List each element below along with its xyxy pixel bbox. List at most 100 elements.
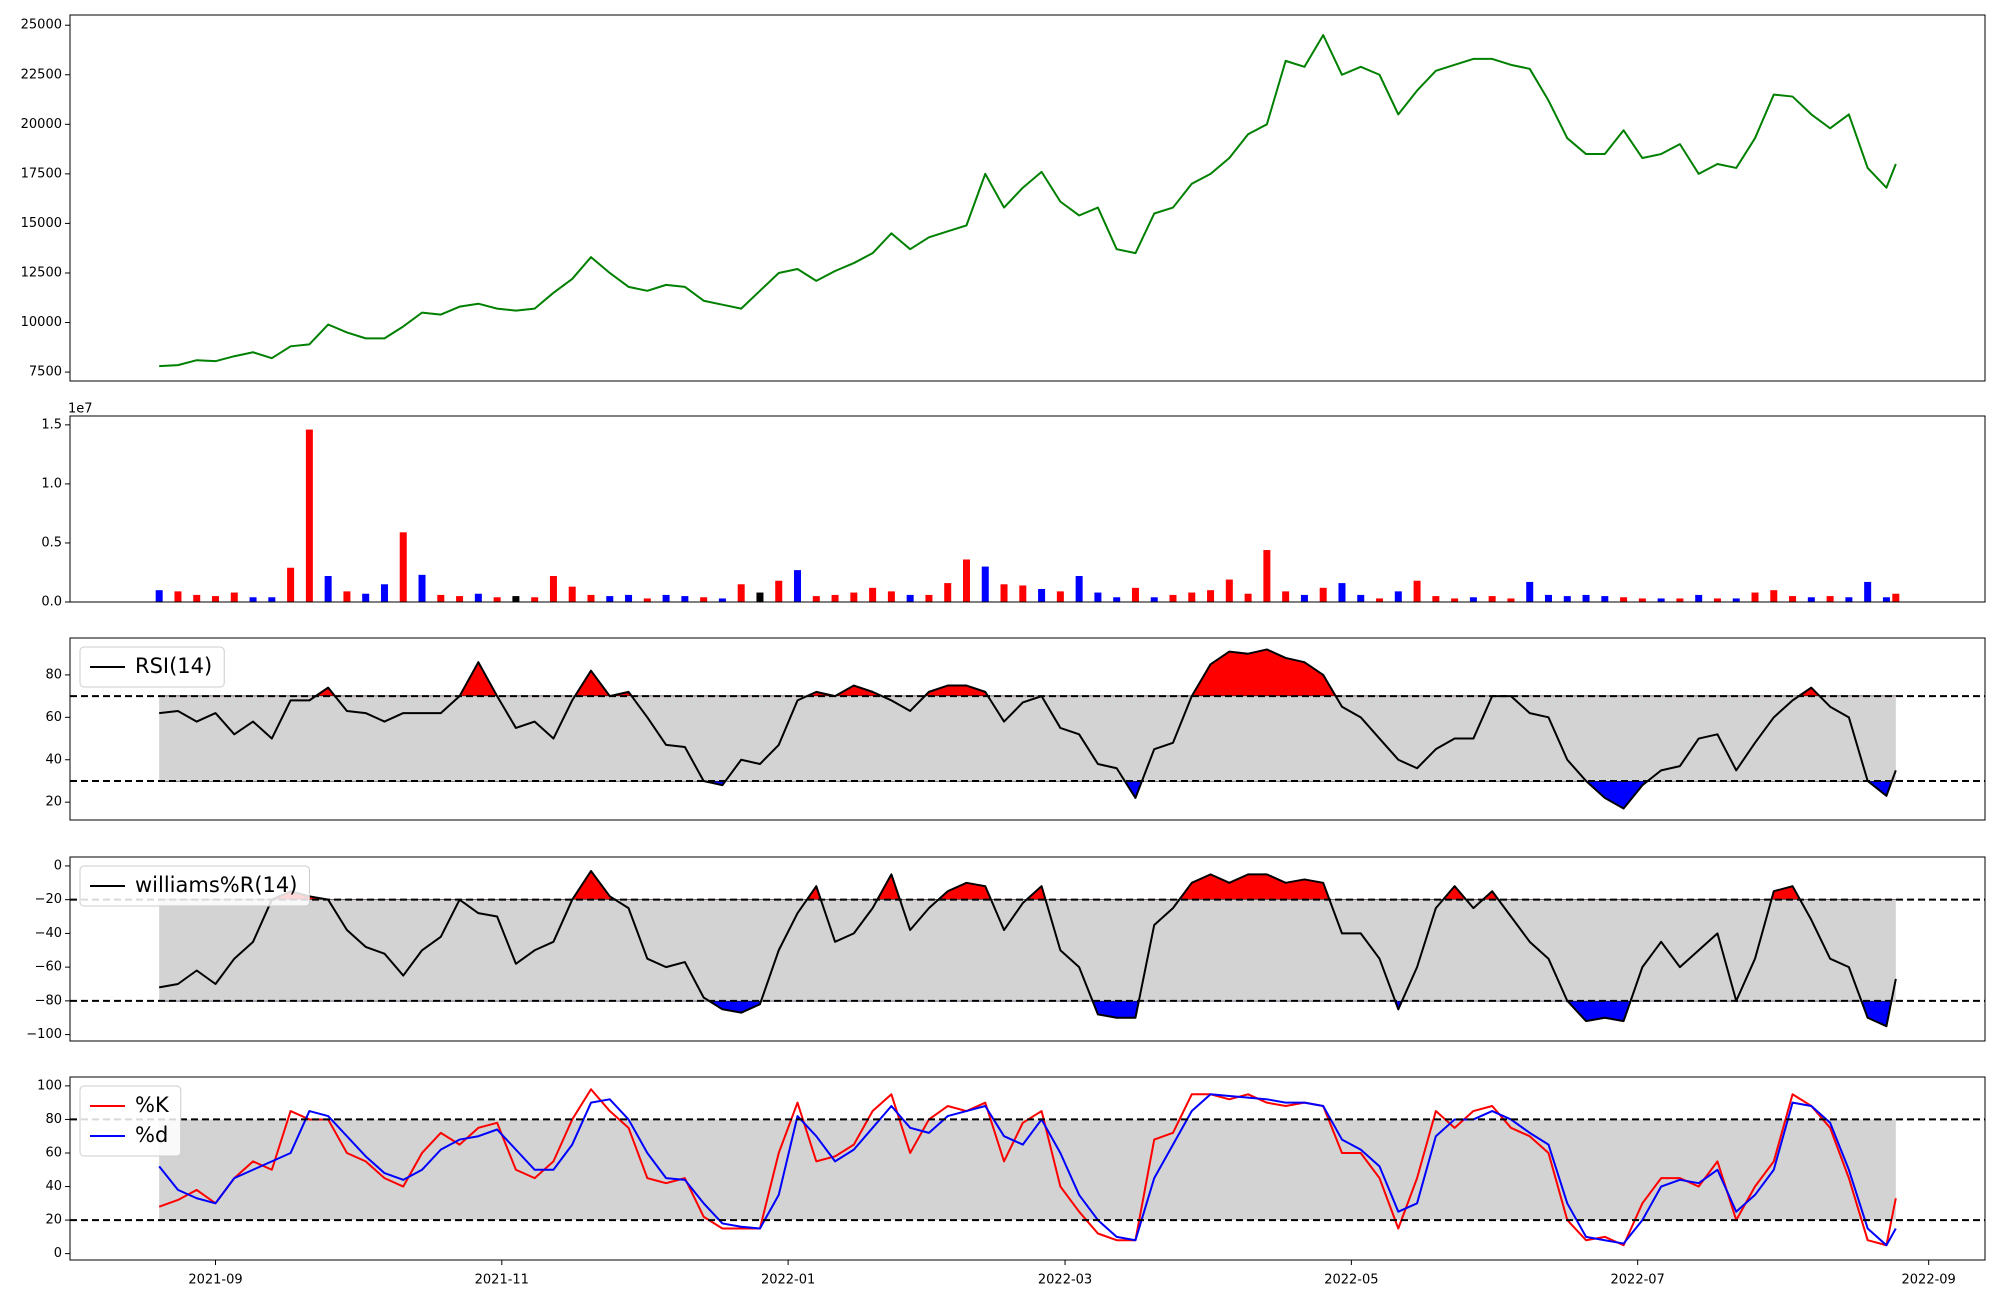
volume-bar [1892,593,1900,602]
y-tick-label: 60 [45,1145,62,1160]
volume-bar [1488,596,1496,602]
volume-bar [380,584,388,602]
axes-frame [69,1076,1986,1261]
volume-bar [1019,585,1027,602]
volume-bar [812,596,820,602]
volume-bar [1376,598,1384,602]
volume-bar [737,584,745,602]
volume-bar [1094,592,1102,602]
volume-bar [1676,598,1684,602]
volume-bar [1169,594,1177,602]
y-tick-label: 20000 [21,117,62,132]
volume-bar [1713,598,1721,602]
volume-bar [1882,597,1890,602]
volume-bar [869,587,877,602]
volume-bar [474,593,482,602]
volume-bar [775,580,783,602]
volume-bar [549,576,557,602]
volume-bar [1113,597,1121,602]
volume-bar [1789,596,1797,602]
volume-bar [1601,596,1609,602]
y-tick-label: 80 [45,667,62,682]
y-tick-label: 0.5 [41,535,62,550]
series-line [159,870,1897,1028]
plot-area [158,648,1897,810]
x-tick-label: 2021-11 [475,1273,529,1288]
volume-bar [606,596,614,602]
volume-bar [193,594,201,602]
volume-bar [568,586,576,602]
volume-bar [493,597,501,602]
y-tick-label: 22500 [21,67,62,82]
volume-bar [981,566,989,602]
volume-bar [399,532,407,602]
y-tick-label: 12500 [21,265,62,280]
y-tick-label: −40 [35,926,62,941]
volume-bar [1620,597,1628,602]
legend-label: %K [135,1093,170,1117]
volume-bar [625,594,633,602]
volume-bar [1357,594,1365,602]
volume-bar [437,594,445,602]
volume-bar [1657,598,1665,602]
volume-bar [1225,579,1233,602]
y-tick-label: 80 [45,1112,62,1127]
volume-bar [1507,598,1515,602]
y-tick-label: 1.5 [41,417,62,432]
series-line [158,1093,1897,1247]
volume-bar [1282,591,1290,602]
volume-bar [1807,597,1815,602]
y-tick-label: 20 [45,1213,62,1228]
volume-bar [1732,598,1740,602]
volume-bar [756,592,764,602]
series-line [159,34,1897,368]
volume-bar [1544,594,1552,602]
volume-bar [831,594,839,602]
x-tick-label: 2022-05 [1324,1273,1378,1288]
volume-bar [850,592,858,602]
volume-bar [700,597,708,602]
axes-frame [69,415,1986,603]
volume-bar [1394,591,1402,602]
legend-box [79,1085,182,1157]
y-tick-label: −100 [26,1027,62,1042]
y-tick-label: 0 [54,858,62,873]
y-tick-label: 40 [45,1179,62,1194]
volume-bar [887,591,895,602]
neutral-band [159,1119,1896,1221]
plot-area [159,34,1897,368]
legend-label: %d [135,1123,168,1147]
y-tick-label: −60 [35,960,62,975]
volume-bar [794,570,802,602]
volume-bar [418,574,426,602]
volume-bar [1751,592,1759,602]
y-tick-label: 25000 [21,18,62,33]
plot-area [158,870,1897,1028]
legend-box [79,646,225,688]
volume-bar [174,591,182,602]
y-tick-label: 40 [45,752,62,767]
volume-bar [1413,580,1421,602]
y-tick-label: 15000 [21,216,62,231]
volume-bar [1770,590,1778,602]
volume-bar [212,596,220,602]
volume-bar [1563,596,1571,602]
x-tick-label: 2022-07 [1611,1273,1665,1288]
x-tick-label: 2022-09 [1902,1273,1956,1288]
volume-bar [1319,587,1327,602]
volume-bar [1638,598,1646,602]
volume-bar [1075,576,1083,602]
volume-bar [662,594,670,602]
offset-label: 1e7 [68,402,93,417]
y-tick-label: 100 [37,1078,62,1093]
volume-bar [1038,589,1046,602]
x-tick-label: 2022-01 [761,1273,815,1288]
y-tick-label: 0.0 [41,595,62,610]
volume-bar [1150,597,1158,602]
volume-bar [249,597,257,602]
series-line [159,648,1897,810]
y-tick-label: 1.0 [41,476,62,491]
volume-bar [1000,584,1008,602]
volume-bar [343,591,351,602]
